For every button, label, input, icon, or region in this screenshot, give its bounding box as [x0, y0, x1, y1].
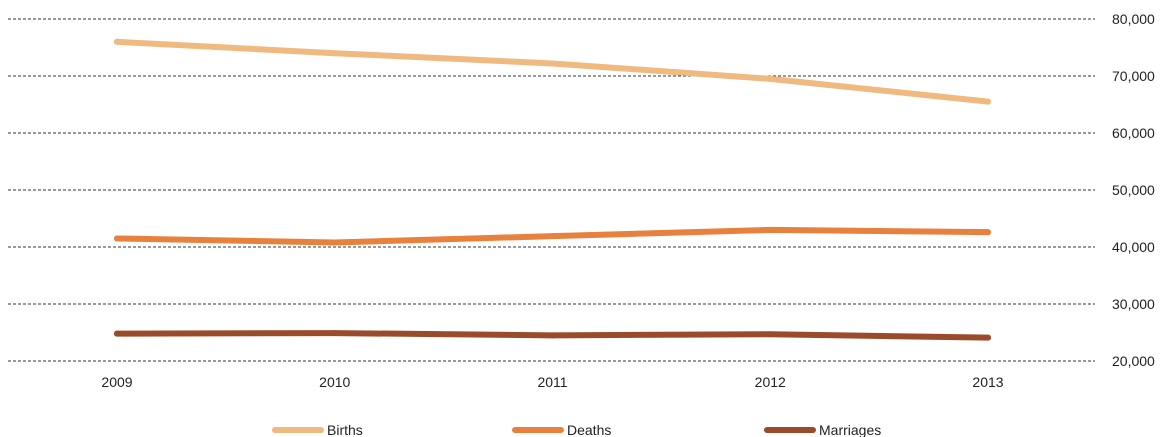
- x-tick-label: 2010: [319, 374, 350, 390]
- y-tick-label: 60,000: [1112, 125, 1155, 141]
- legend: Births Deaths Marriages: [272, 422, 881, 437]
- x-tick-label: 2013: [972, 374, 1003, 390]
- grid-lines: [8, 18, 1095, 362]
- series-line-births: [114, 38, 991, 105]
- data-point-births: [549, 60, 556, 67]
- data-point-deaths: [331, 239, 338, 246]
- data-point-births: [985, 98, 991, 105]
- y-tick-label: 50,000: [1112, 182, 1155, 198]
- y-axis-ticks: 20,000 30,000 40,000 50,000 60,000 70,000 80,0…: [1112, 11, 1155, 369]
- series-lines: [114, 38, 991, 341]
- legend-label-births: Births: [327, 422, 363, 437]
- x-tick-label: 2009: [101, 374, 132, 390]
- data-point-births: [331, 50, 338, 57]
- data-point-marriages: [767, 331, 774, 338]
- y-tick-label: 70,000: [1112, 68, 1155, 84]
- y-tick-label: 30,000: [1112, 296, 1155, 312]
- legend-label-deaths: Deaths: [567, 422, 611, 437]
- y-tick-label: 80,000: [1112, 11, 1155, 27]
- x-axis-ticks: 2009 2010 2011 2012 2013: [101, 374, 1003, 390]
- data-point-births: [114, 38, 120, 45]
- data-point-deaths: [985, 229, 991, 236]
- data-point-deaths: [549, 233, 556, 240]
- data-point-marriages: [985, 334, 991, 341]
- y-tick-label: 40,000: [1112, 239, 1155, 255]
- data-point-deaths: [114, 235, 120, 242]
- y-tick-label: 20,000: [1112, 353, 1155, 369]
- data-point-marriages: [114, 330, 120, 337]
- data-point-deaths: [767, 226, 774, 233]
- legend-label-marriages: Marriages: [819, 422, 881, 437]
- data-point-marriages: [549, 332, 556, 339]
- x-tick-label: 2011: [537, 374, 567, 390]
- data-point-births: [767, 75, 774, 82]
- data-point-marriages: [331, 330, 338, 337]
- x-tick-label: 2012: [755, 374, 786, 390]
